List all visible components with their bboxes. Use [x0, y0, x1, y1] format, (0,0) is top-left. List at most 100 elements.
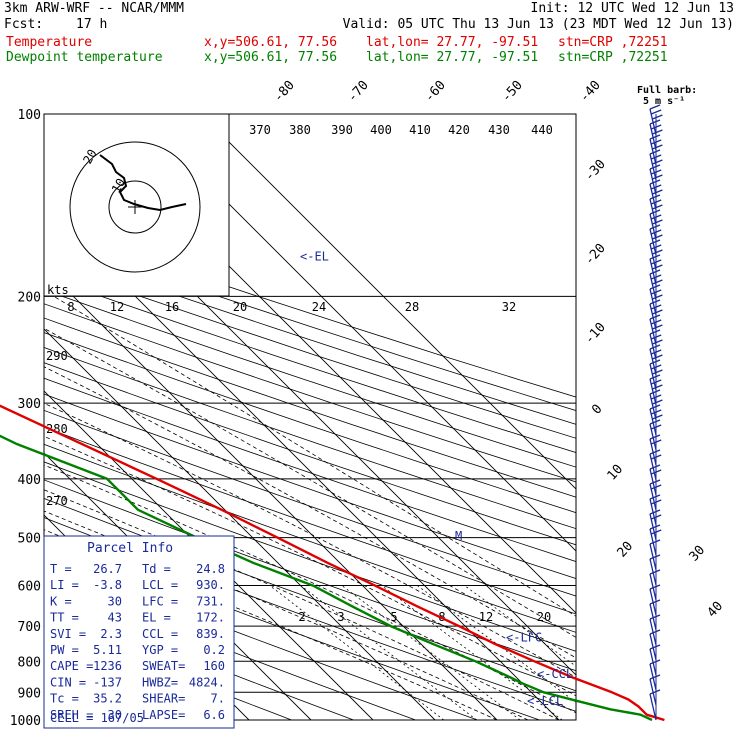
parcel-param-name: Tc =	[50, 692, 79, 706]
wind-barb	[649, 449, 662, 481]
temperature-station: stn=CRP ,72251	[558, 35, 668, 50]
wind-barb-flag	[649, 269, 661, 275]
hodograph-speed-label: 28	[405, 300, 419, 314]
wind-barb-flag	[650, 199, 662, 205]
wind-barb-flag	[649, 284, 661, 290]
wind-barb-flag	[649, 539, 661, 545]
wind-barb-flag	[649, 104, 661, 110]
wind-barb-flag	[650, 139, 662, 145]
pressure-tick-label: 400	[18, 473, 41, 488]
dry-adiabat	[44, 275, 576, 453]
wind-barb-flag	[652, 204, 663, 210]
isotherm-line	[138, 114, 576, 552]
wind-barb	[649, 164, 663, 196]
wind-barb-flag	[650, 274, 662, 280]
isotherm-label: -20	[582, 241, 609, 268]
barb-legend-title: Full barb:	[637, 85, 697, 96]
wind-barb	[649, 134, 663, 166]
wind-barb	[649, 239, 663, 271]
wind-barb	[649, 119, 663, 151]
temperature-latlon: lat,lon= 27.77, -97.51	[366, 35, 539, 50]
wind-barb	[649, 179, 663, 211]
parcel-param-name: SHEAR=	[142, 692, 185, 706]
parcel-param-name: PW =	[50, 643, 79, 657]
wind-barb-flag	[649, 494, 661, 500]
isotherm-label: -80	[271, 78, 298, 105]
adiabat-label: 270	[46, 494, 68, 508]
parcel-param-value: -137	[93, 675, 122, 689]
theta-label: 410	[409, 123, 431, 137]
parcel-param-value: 930.	[196, 578, 225, 592]
parcel-param-name: LFC =	[142, 594, 178, 608]
parcel-param-value: 839.	[196, 627, 225, 641]
mixing-ratio-label: 12	[479, 610, 493, 624]
parcel-param-name: TT =	[50, 611, 79, 625]
level-marker-lcl: <-LCL	[527, 694, 563, 708]
isotherm-line	[200, 114, 576, 490]
wind-barb-flag	[650, 289, 662, 295]
parcel-param-name: EL =	[142, 611, 171, 625]
isotherm-label: 0	[589, 402, 605, 418]
wind-barb-flag	[652, 309, 663, 315]
wind-barb-staff	[649, 378, 657, 406]
wind-barb-flag	[649, 209, 661, 215]
isotherm-label: 20	[615, 539, 637, 561]
hodograph-speed-label: 20	[233, 300, 247, 314]
wind-barb	[649, 434, 662, 466]
wind-barb-flag	[649, 254, 661, 260]
valid-time: Valid: 05 UTC Thu 13 Jun 13 (23 MDT Wed …	[342, 17, 734, 32]
adiabat-label: 280	[46, 422, 68, 436]
wind-barb-staff	[649, 303, 657, 331]
wind-barb-staff	[649, 198, 657, 226]
forecast-hour: 17 h	[76, 17, 108, 32]
wind-barb-flag	[652, 339, 663, 345]
wind-barb-flag	[650, 304, 662, 310]
wind-barb-staff	[649, 408, 657, 436]
mixing-ratio-label: 20	[537, 610, 551, 624]
wind-barb-column: Full barb:5 m s⁻¹	[637, 85, 697, 721]
wind-barb-flag	[652, 264, 663, 270]
temperature-xy: x,y=506.61, 77.56	[204, 35, 338, 50]
mixing-ratio-line	[464, 585, 576, 667]
mixing-ratio-label: 5	[390, 610, 397, 624]
wind-barb-flag	[652, 189, 663, 195]
wind-barb-flag	[650, 169, 662, 175]
theta-label: 430	[488, 123, 510, 137]
isotherm-label: 10	[605, 462, 627, 484]
wind-barb-flag	[652, 294, 663, 300]
wind-barb	[649, 524, 662, 556]
dry-adiabat	[44, 409, 576, 597]
wind-barb-flag	[650, 484, 662, 490]
parcel-param-value: 7.	[211, 692, 225, 706]
hodograph-speed-label: 32	[502, 300, 516, 314]
wind-barb-flag	[652, 174, 663, 180]
wind-barb-staff	[649, 393, 657, 421]
parcel-param-name: SVI =	[50, 627, 86, 641]
wind-barb-flag	[650, 154, 662, 160]
wind-barb	[649, 419, 662, 451]
parcel-param-value: 5.11	[93, 643, 122, 657]
dewpoint-xy: x,y=506.61, 77.56	[204, 50, 338, 65]
wind-barb-staff	[649, 588, 657, 616]
wind-barb-flag	[649, 674, 661, 680]
hodograph-inset: 20 10 kts 8 12 16 20 24 28 32	[43, 113, 516, 314]
isotherm-line	[44, 266, 498, 720]
wind-barb-flag	[650, 229, 662, 235]
moist-adiabat	[44, 327, 576, 638]
wind-barb	[649, 689, 661, 721]
level-marker-el: <-EL	[300, 250, 329, 264]
dewpoint-legend: Dewpoint temperature	[6, 50, 163, 65]
wind-barb	[649, 509, 662, 541]
wind-barb-flag	[649, 224, 661, 230]
parcel-info-frame	[43, 535, 235, 729]
wind-barb-staff	[649, 603, 657, 631]
level-marker-lfc: <-LFC	[506, 631, 542, 645]
parcel-param-name: LCL =	[142, 578, 178, 592]
wind-barb-staff	[649, 153, 657, 181]
wind-barb-flag	[650, 439, 662, 445]
wind-barb	[649, 644, 661, 676]
wind-barb-staff	[649, 318, 657, 346]
pressure-tick-label: 700	[18, 620, 41, 635]
wind-barb-flag	[652, 234, 663, 240]
dewpoint-latlon: lat,lon= 27.77, -97.51	[366, 50, 539, 65]
